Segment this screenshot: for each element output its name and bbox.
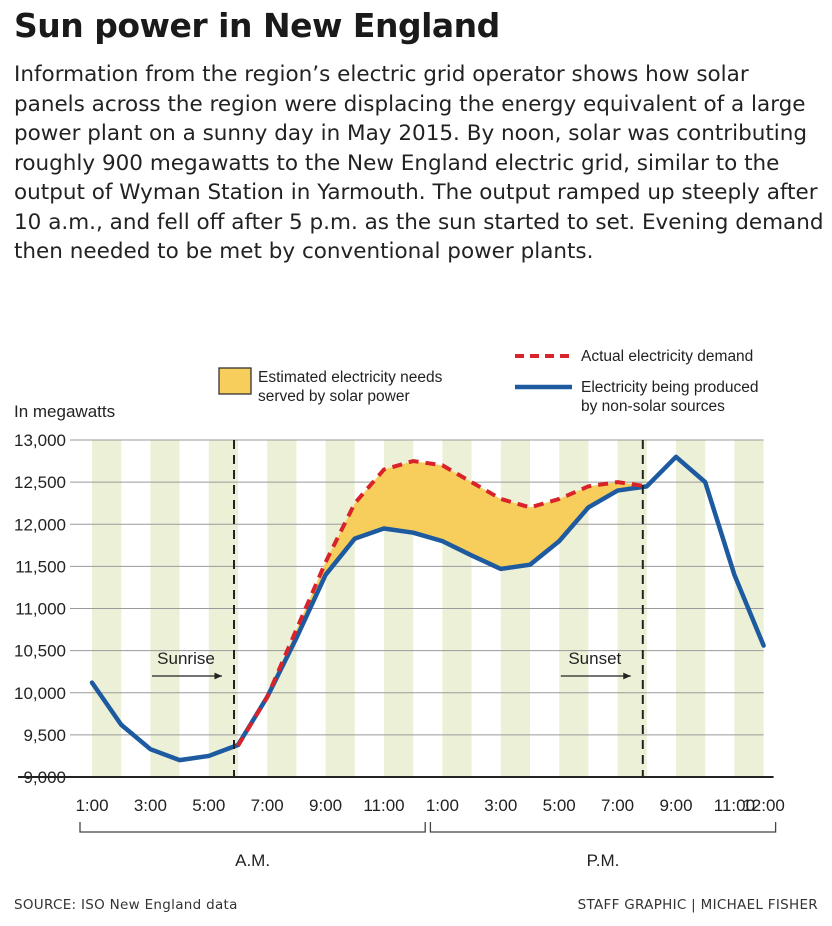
legend-demand-label: Actual electricity demand (581, 348, 753, 365)
solar-chart: Sunrise Sunset 9,0009,50010,00010,50011,0… (14, 348, 785, 870)
y-tick-label: 10,000 (14, 684, 66, 703)
solar-area (238, 461, 647, 746)
y-tick-label: 9,500 (23, 726, 66, 745)
x-tick-label: 9:00 (309, 796, 342, 815)
x-tick-label: 1:00 (75, 796, 108, 815)
demand-line (236, 459, 648, 747)
legend-solar-label-line1: Estimated electricity needs (258, 369, 443, 386)
x-tick-label: 5:00 (192, 796, 225, 815)
legend-solar-label-line2: served by solar power (258, 388, 410, 405)
legend-solar-swatch (218, 367, 252, 395)
period-bracket (429, 822, 777, 833)
legend-produced-label-line2: by non-solar sources (581, 398, 725, 415)
period-label: A.M. (235, 851, 270, 870)
marker-label: Sunrise (157, 649, 215, 668)
x-tick-label: 9:00 (659, 796, 692, 815)
marker-label: Sunset (568, 649, 621, 668)
y-axis-label: In megawatts (14, 402, 115, 421)
x-tick-label: 3:00 (484, 796, 517, 815)
x-tick-label: 11:00 (363, 796, 404, 815)
legend-produced-label-line1: Electricity being produced (581, 379, 759, 396)
y-tick-label: 10,500 (14, 642, 66, 661)
chart-title: Sun power in New England (14, 6, 500, 45)
solar-area-group (238, 461, 647, 746)
period-bracket (79, 822, 426, 833)
x-tick-label: 3:00 (134, 796, 167, 815)
source-note: SOURCE: ISO New England data (14, 897, 238, 913)
period-label: P.M. (587, 851, 620, 870)
axes: 9,0009,50010,00010,50011,00011,50012,000… (14, 431, 785, 870)
x-tick-label: 7:00 (601, 796, 634, 815)
y-tick-label: 13,000 (14, 431, 66, 450)
y-tick-label: 11,500 (15, 557, 66, 576)
x-tick-label: 1:00 (426, 796, 459, 815)
y-tick-label: 12,500 (14, 473, 66, 492)
chart-description: Information from the region’s electric g… (14, 62, 824, 264)
series-lines (89, 454, 766, 763)
y-tick-label: 12,000 (14, 515, 66, 534)
gridlines (70, 439, 764, 736)
produced-line (89, 454, 766, 763)
x-tick-label: 12:00 (742, 796, 785, 815)
sun-markers: Sunrise Sunset (152, 440, 644, 777)
x-tick-label: 11:00 (714, 796, 755, 815)
y-tick-label: 11,000 (15, 600, 66, 619)
x-tick-label: 5:00 (543, 796, 576, 815)
x-tick-label: 7:00 (251, 796, 284, 815)
credit-note: STAFF GRAPHIC | MICHAEL FISHER (577, 897, 818, 913)
